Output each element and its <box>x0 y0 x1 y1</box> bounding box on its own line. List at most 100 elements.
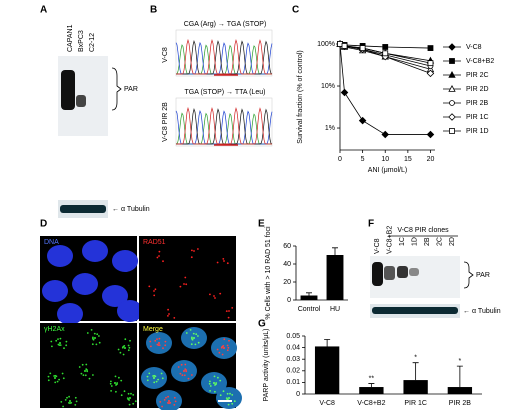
nucleus <box>117 300 143 322</box>
focus <box>47 379 50 382</box>
error-bar <box>324 339 331 347</box>
marker <box>382 44 389 50</box>
focus <box>218 351 221 354</box>
focus <box>228 397 230 399</box>
focus <box>194 343 197 346</box>
marker <box>340 88 349 97</box>
focus <box>95 343 98 346</box>
lane-labels: V-C8 V-C8+B2 1C 1D 2B 2C 2D <box>374 226 456 254</box>
focus <box>229 392 231 395</box>
panel-letter: G <box>258 319 266 330</box>
chromatograms <box>175 29 273 147</box>
channel-label: DNA <box>44 239 59 246</box>
x-tick-label: PIR 1C <box>404 400 427 407</box>
focus <box>60 401 63 403</box>
lane-label: V-C8 <box>374 238 381 254</box>
nucleus <box>57 303 83 325</box>
focus <box>82 374 85 376</box>
focus <box>197 335 199 337</box>
focus <box>156 256 159 259</box>
focus <box>216 261 219 264</box>
focus <box>128 346 131 349</box>
focus <box>161 405 164 408</box>
bar <box>326 255 344 300</box>
focus <box>116 382 119 384</box>
focus <box>109 382 112 385</box>
x-tick-label: HU <box>330 306 340 313</box>
focus <box>191 338 194 341</box>
focus <box>227 316 230 319</box>
y-tick-label: 0 <box>296 391 300 398</box>
focus <box>50 340 53 343</box>
focus <box>197 248 199 250</box>
y-tick-label: 0.04 <box>286 344 300 351</box>
scale-bar <box>218 400 232 402</box>
focus <box>193 250 195 252</box>
nucleus <box>42 280 68 302</box>
focus <box>162 260 164 263</box>
focus <box>157 378 160 381</box>
focus <box>164 344 167 347</box>
focus <box>47 375 50 378</box>
focus <box>209 385 212 387</box>
band <box>60 205 106 213</box>
focus <box>74 396 77 399</box>
x-tick-label: 0 <box>338 156 342 163</box>
focus <box>191 336 193 339</box>
focus <box>127 349 130 352</box>
focus <box>226 349 229 352</box>
trace <box>176 38 272 75</box>
marker <box>341 43 348 49</box>
focus <box>51 345 53 348</box>
band <box>76 95 86 107</box>
focus <box>158 344 161 346</box>
focus <box>231 307 234 309</box>
lane-label: 1C <box>399 237 406 246</box>
focus <box>228 339 230 342</box>
marker <box>359 45 366 51</box>
focus <box>190 256 193 259</box>
focus <box>128 399 131 401</box>
focus <box>185 332 188 334</box>
focus <box>181 374 184 376</box>
marker <box>449 128 455 134</box>
band-label: ← α Tubulin <box>463 308 501 315</box>
focus <box>167 308 170 311</box>
focus <box>157 344 160 346</box>
focus <box>158 337 161 340</box>
focus <box>208 382 211 385</box>
focus <box>70 401 73 404</box>
lane-label: 2C <box>436 237 443 246</box>
error-bar <box>306 292 312 296</box>
focus <box>214 297 216 299</box>
focus <box>213 382 215 384</box>
focus <box>96 333 99 336</box>
mutation-label: CGA (Arg) → TGA (STOP) <box>184 21 267 28</box>
sample-label: V-C8 PIR 2B <box>162 102 169 142</box>
focus <box>184 368 187 370</box>
marker <box>426 130 435 139</box>
focus <box>222 390 225 393</box>
marker <box>426 69 435 78</box>
focus <box>150 345 152 348</box>
focus <box>216 348 219 351</box>
focus <box>215 382 218 384</box>
focus <box>227 403 230 406</box>
focus <box>54 381 57 384</box>
panel-letter: B <box>150 5 157 16</box>
nucleus <box>156 390 182 410</box>
x-tick-label: 20 <box>427 156 435 163</box>
error-bar <box>456 365 463 388</box>
focus <box>174 400 177 403</box>
band-label: ← α Tubulin <box>112 206 150 213</box>
y-tick-label: 100% <box>317 41 335 48</box>
group-label: V-C8 PIR clones <box>397 227 449 234</box>
focus <box>88 377 91 380</box>
focus <box>185 283 188 286</box>
focus <box>122 353 125 356</box>
focus <box>74 404 77 406</box>
bar <box>359 387 384 394</box>
bar <box>300 295 318 300</box>
focus <box>168 400 170 402</box>
focus <box>130 392 132 395</box>
